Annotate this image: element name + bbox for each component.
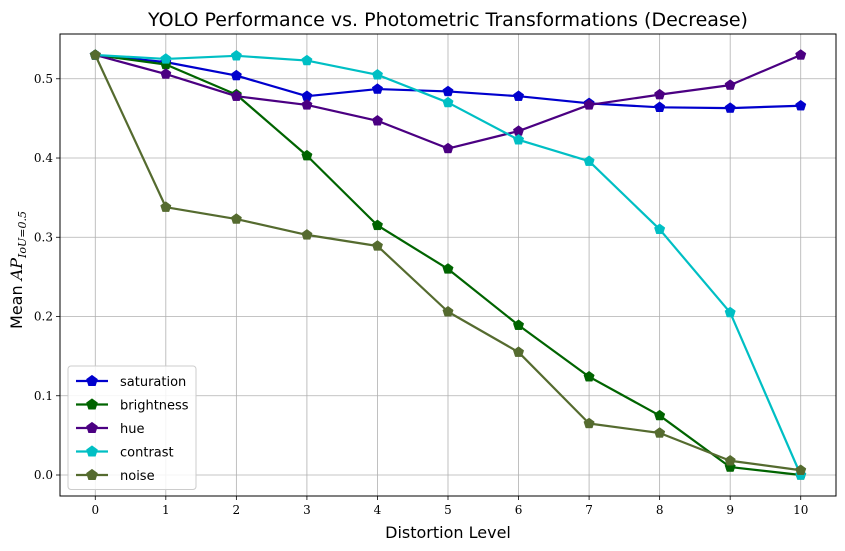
series-noise	[89, 49, 807, 475]
data-point-saturation	[654, 101, 666, 112]
x-tick-label: 3	[303, 503, 311, 517]
legend-label: contrast	[120, 446, 174, 461]
legend-item-brightness: brightness	[76, 398, 189, 414]
data-point-noise	[513, 346, 525, 357]
legend-marker	[86, 374, 98, 386]
y-tick-label: 0.4	[34, 151, 53, 165]
data-point-contrast	[583, 155, 595, 166]
legend-marker	[86, 468, 98, 480]
data-point-saturation	[724, 102, 736, 113]
data-point-saturation	[442, 85, 454, 97]
y-axis-label-ap: AP	[7, 258, 26, 283]
x-tick-label: 0	[91, 503, 99, 517]
x-tick-label: 5	[444, 503, 452, 517]
y-axis-label: Mean APIoU=0.5	[7, 211, 29, 329]
x-tick-label: 2	[233, 503, 241, 517]
y-tick-label: 0.2	[34, 310, 53, 324]
data-point-hue	[654, 88, 666, 100]
legend-box	[67, 365, 197, 490]
series-layer	[89, 49, 807, 480]
x-tick-label: 4	[374, 503, 382, 517]
legend-label: noise	[120, 469, 155, 484]
legend-marker	[86, 445, 98, 457]
chart-title: YOLO Performance vs. Photometric Transfo…	[147, 9, 748, 31]
data-point-brightness	[371, 219, 383, 231]
data-point-noise	[160, 201, 172, 212]
ticks: 0 1 2 3 4 5 6 7 8 9 10 0.0 0.1 0.2 0.3 0.4 0.5	[34, 72, 808, 517]
data-point-brightness	[301, 149, 313, 161]
data-point-brightness	[583, 370, 595, 382]
data-point-noise	[724, 454, 736, 466]
data-point-noise	[442, 305, 454, 317]
data-point-hue	[301, 99, 313, 110]
y-tick-label: 0.5	[34, 72, 53, 86]
x-axis-label: Distortion Level	[385, 523, 511, 542]
y-tick-label: 0.1	[34, 389, 53, 403]
y-tick-label: 0.0	[34, 468, 53, 482]
y-axis-label-prefix: Mean	[7, 280, 26, 329]
data-point-saturation	[230, 69, 242, 81]
x-tick-label: 1	[162, 503, 170, 517]
data-point-hue	[371, 114, 383, 126]
data-point-contrast	[513, 133, 525, 145]
data-point-contrast	[160, 53, 172, 64]
legend-label: brightness	[120, 399, 189, 414]
series-contrast	[89, 49, 807, 480]
data-point-saturation	[371, 83, 383, 94]
legend-label: hue	[120, 422, 144, 437]
x-tick-label: 6	[515, 503, 523, 517]
legend-label: saturation	[120, 375, 186, 390]
data-point-hue	[583, 99, 595, 110]
data-point-contrast	[371, 69, 383, 80]
legend-item-contrast: contrast	[76, 445, 174, 461]
x-tick-label: 8	[656, 503, 664, 517]
data-point-saturation	[795, 99, 807, 111]
data-point-noise	[301, 229, 313, 240]
legend-item-hue: hue	[76, 421, 144, 437]
data-point-hue	[160, 68, 172, 79]
data-point-hue	[230, 90, 242, 101]
data-point-saturation	[513, 90, 525, 101]
y-tick-label: 0.3	[34, 230, 53, 244]
data-point-hue	[724, 79, 736, 90]
data-point-noise	[654, 427, 666, 438]
x-tick-label: 10	[793, 503, 808, 517]
data-point-brightness	[654, 409, 666, 421]
data-point-contrast	[230, 49, 242, 61]
data-point-contrast	[442, 96, 454, 108]
data-point-noise	[230, 213, 242, 224]
data-point-contrast	[724, 306, 736, 318]
data-point-hue	[795, 49, 807, 60]
data-point-noise	[371, 240, 383, 251]
data-point-hue	[442, 142, 454, 154]
legend-marker	[86, 421, 98, 433]
y-axis-label-subscript: IoU=0.5	[16, 211, 29, 259]
data-point-noise	[583, 417, 595, 429]
data-point-brightness	[442, 263, 454, 274]
x-tick-label: 7	[585, 503, 593, 517]
series-hue	[89, 49, 807, 154]
data-point-noise	[89, 49, 101, 60]
legend-item-noise: noise	[76, 468, 155, 484]
legend-marker	[86, 398, 98, 410]
data-point-contrast	[654, 223, 666, 235]
x-tick-label: 9	[726, 503, 734, 517]
legend-item-saturation: saturation	[76, 374, 186, 390]
data-point-brightness	[513, 319, 525, 330]
data-point-noise	[795, 464, 807, 475]
legend: saturation brightness hue contrast noise	[67, 365, 197, 490]
data-point-contrast	[301, 54, 313, 66]
